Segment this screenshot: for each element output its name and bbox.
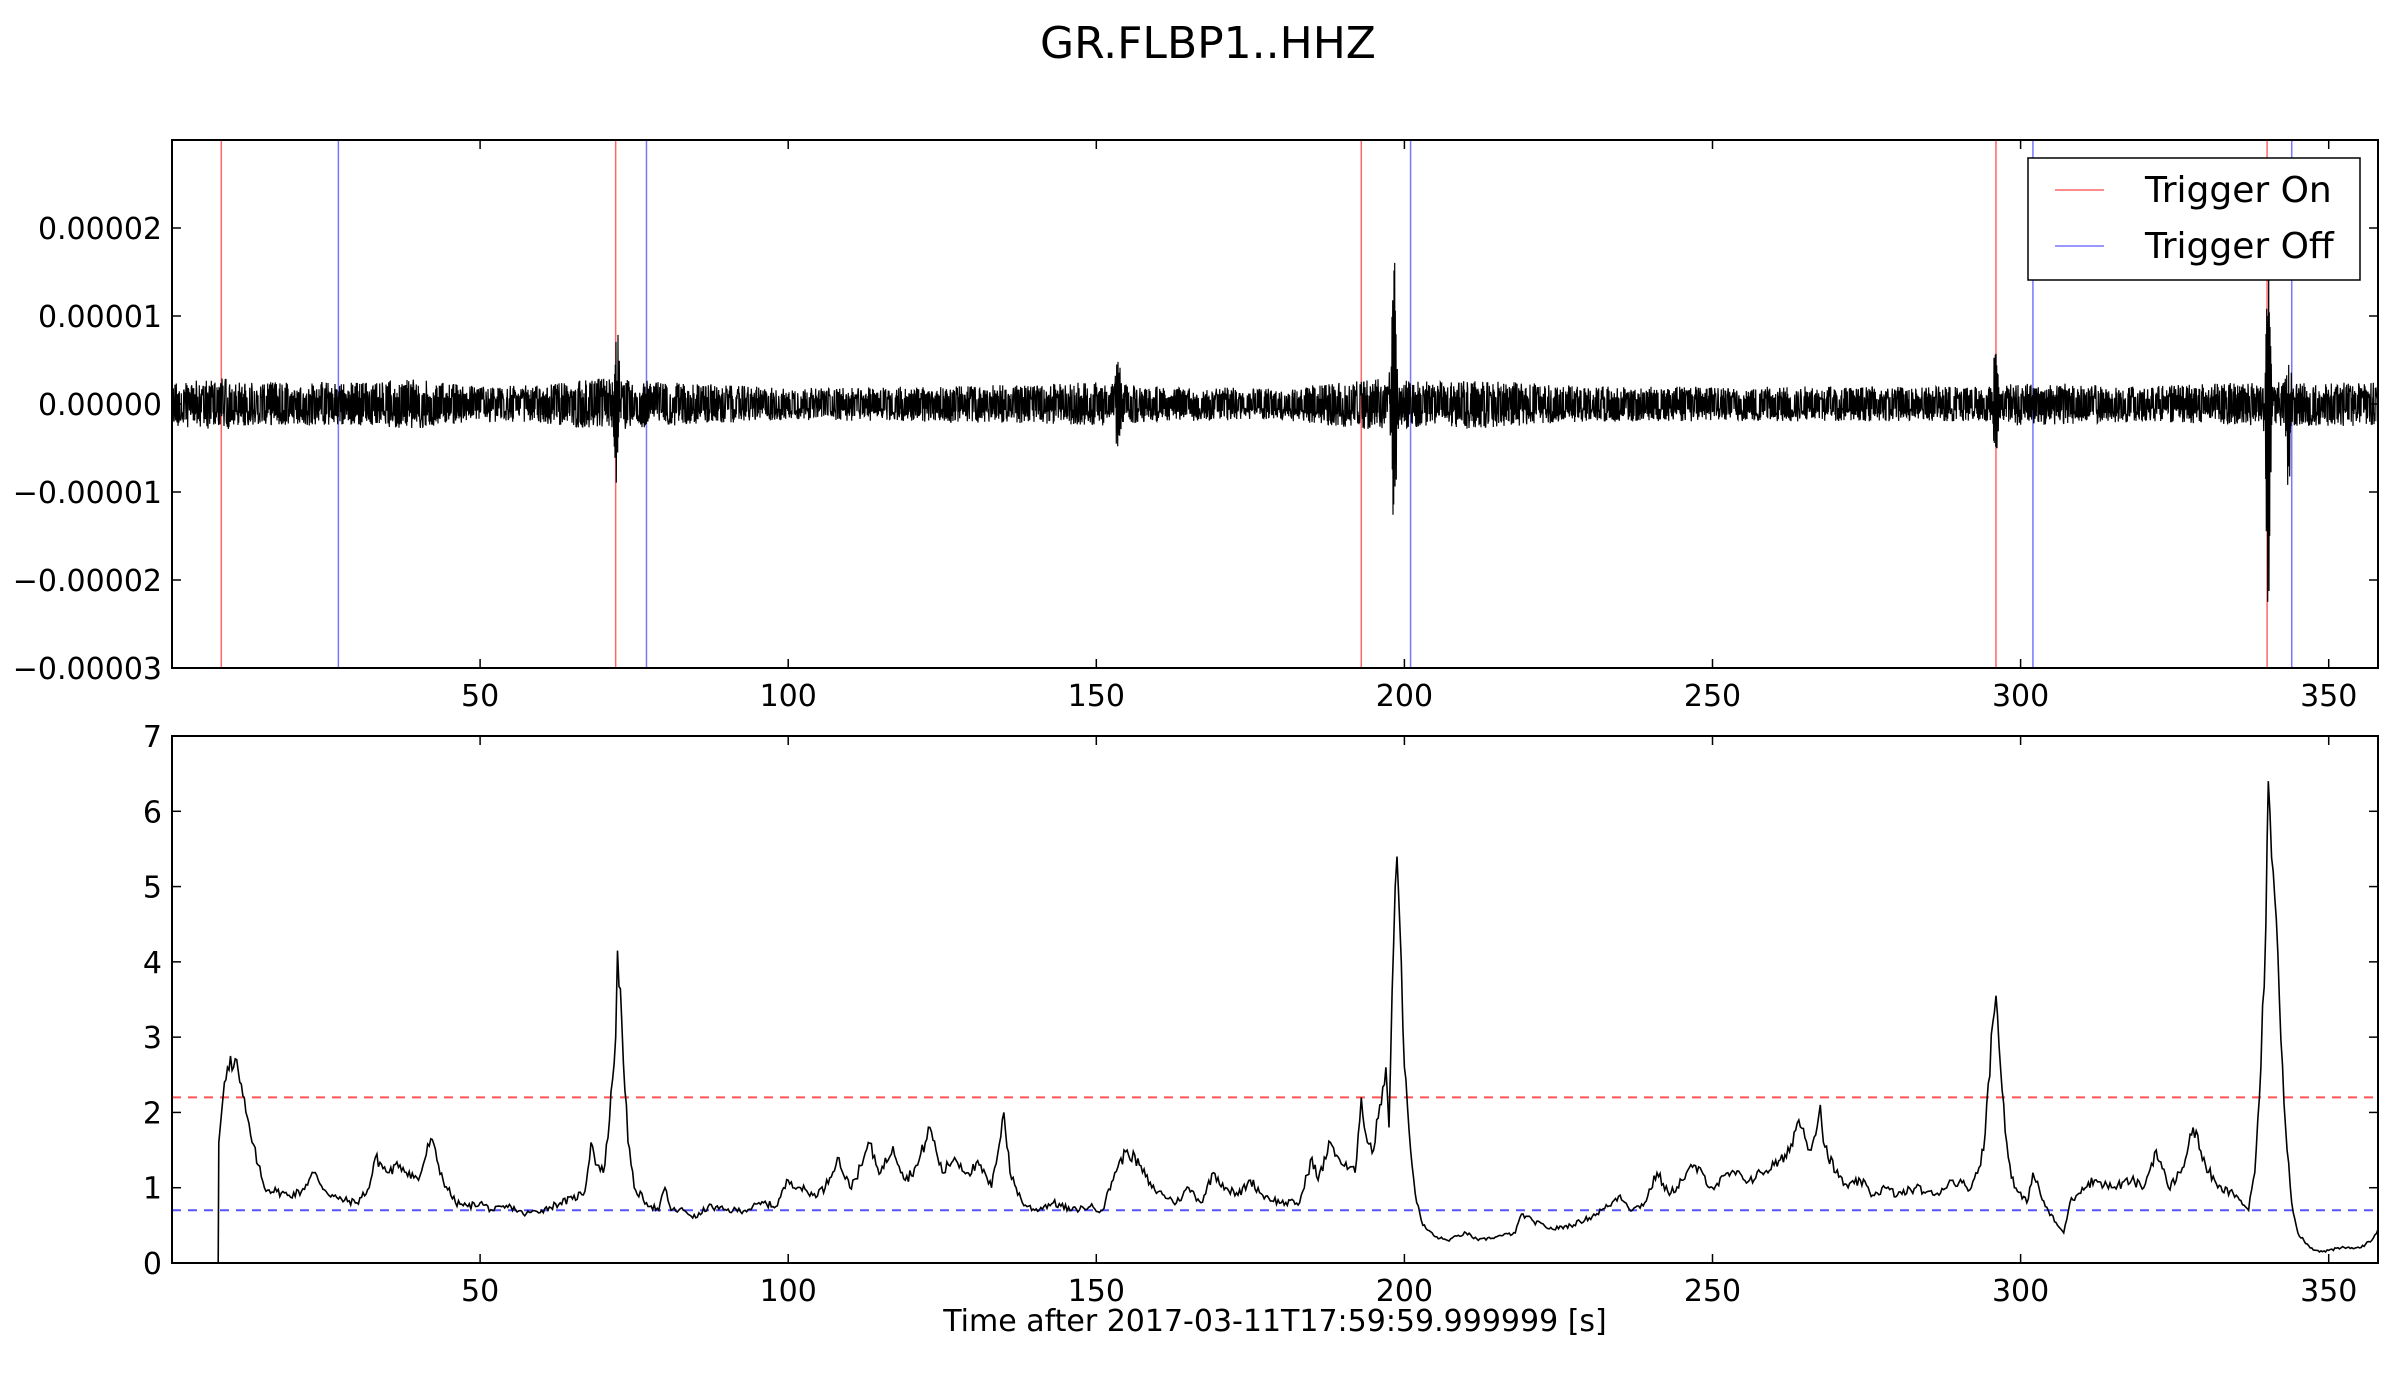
waveform-trace (171, 256, 2379, 602)
characteristic-function-panel: 50 100 150 200 250 300 350 0 1 2 3 4 5 6 7 Time after … (143, 720, 2379, 1339)
characteristic-function-axis-ticks: 50 100 150 200 250 300 350 0 1 2 3 4 5 6 7 (143, 720, 2378, 1309)
waveform-axes-frame (171, 139, 2379, 669)
waveform-ytick-label: −0.00003 (13, 652, 162, 687)
legend-label-trigger-off: Trigger Off (2144, 226, 2335, 267)
waveform-ytick-label: 0.00001 (38, 300, 162, 335)
waveform-ytick-label: −0.00002 (13, 564, 162, 599)
characteristic-function-ytick-label: 1 (143, 1172, 162, 1207)
waveform-xtick-label: 100 (760, 679, 817, 714)
legend-box (2027, 157, 2361, 281)
legend-label-trigger-on: Trigger On (2144, 170, 2332, 211)
waveform-xtick-label: 50 (461, 679, 499, 714)
characteristic-function-ytick-label: 7 (143, 720, 162, 755)
characteristic-function-xtick-label: 350 (2300, 1274, 2357, 1309)
characteristic-function-ytick-label: 2 (143, 1096, 162, 1131)
waveform-xtick-label: 150 (1068, 679, 1125, 714)
characteristic-function-axes-frame (171, 735, 2379, 1264)
characteristic-function-xtick-label: 150 (1068, 1274, 1125, 1309)
characteristic-function-line (217, 781, 2379, 1264)
waveform-xtick-label: 350 (2300, 679, 2357, 714)
waveform-ytick-label: 0.00002 (38, 212, 162, 247)
waveform-ytick-label: −0.00001 (13, 476, 162, 511)
waveform-xtick-label: 300 (1992, 679, 2049, 714)
waveform-panel: 50 100 150 200 250 300 350 −0.00003 −0.00002 −0.0… (13, 139, 2379, 714)
figure-title: GR.FLBP1..HHZ (1040, 18, 1376, 69)
characteristic-function-ytick-label: 0 (143, 1247, 162, 1282)
waveform-xtick-label: 250 (1684, 679, 1741, 714)
x-axis-label: Time after 2017-03-11T17:59:59.999999 [s… (942, 1304, 1607, 1339)
characteristic-function-xtick-label: 200 (1376, 1274, 1433, 1309)
waveform-ytick-label: 0.00000 (38, 388, 162, 423)
waveform-axis-ticks: 50 100 150 200 250 300 350 −0.00003 −0.00002 −0.0… (13, 140, 2378, 714)
characteristic-function-xtick-label: 100 (760, 1274, 817, 1309)
characteristic-function-ytick-label: 6 (143, 795, 162, 830)
characteristic-function-ytick-label: 5 (143, 871, 162, 906)
waveform-line (171, 256, 2379, 602)
characteristic-function-xtick-label: 250 (1684, 1274, 1741, 1309)
characteristic-function-ytick-label: 3 (143, 1021, 162, 1056)
characteristic-function-xtick-label: 50 (461, 1274, 499, 1309)
legend: Trigger On Trigger Off (2027, 157, 2361, 281)
characteristic-function-series (217, 781, 2379, 1264)
characteristic-function-ytick-label: 4 (143, 946, 162, 981)
waveform-xtick-label: 200 (1376, 679, 1433, 714)
characteristic-function-xtick-label: 300 (1992, 1274, 2049, 1309)
